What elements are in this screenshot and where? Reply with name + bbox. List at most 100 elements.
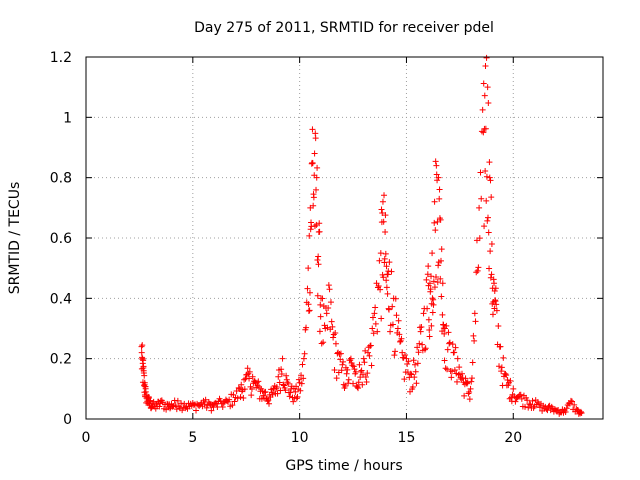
data-point: [269, 391, 276, 398]
data-point: [424, 305, 431, 312]
data-point: [563, 405, 570, 412]
data-point: [398, 335, 405, 342]
data-point: [439, 280, 446, 287]
data-point: [382, 228, 389, 235]
data-point: [337, 350, 344, 357]
data-point: [375, 283, 382, 290]
data-point: [292, 388, 299, 395]
data-point: [488, 194, 495, 201]
data-point: [434, 177, 441, 184]
data-point: [201, 401, 208, 408]
data-point: [424, 271, 431, 278]
data-point: [333, 375, 340, 382]
data-point: [487, 248, 494, 255]
data-point: [446, 339, 453, 346]
data-point: [234, 395, 241, 402]
data-point: [463, 380, 470, 387]
data-point: [454, 378, 461, 385]
data-point: [417, 328, 424, 335]
data-point: [386, 259, 393, 266]
data-point: [562, 409, 569, 416]
data-point: [372, 304, 379, 311]
data-point: [383, 284, 390, 291]
data-point: [311, 150, 318, 157]
y-tick-label: 0.4: [50, 291, 72, 307]
data-point: [293, 395, 300, 402]
data-point: [425, 263, 432, 270]
data-point: [414, 360, 421, 367]
data-point: [335, 349, 342, 356]
data-point: [172, 402, 179, 409]
data-point: [433, 171, 440, 178]
data-point: [275, 373, 282, 380]
data-point: [405, 358, 412, 365]
data-point: [231, 398, 238, 405]
data-point: [569, 398, 576, 405]
data-point: [430, 301, 437, 308]
data-point: [310, 194, 317, 201]
data-point: [470, 332, 477, 339]
data-point: [441, 357, 448, 364]
x-axis-label: GPS time / hours: [285, 458, 402, 474]
data-points: [138, 54, 585, 417]
data-point: [468, 378, 475, 385]
data-point: [465, 390, 472, 397]
data-point: [429, 295, 436, 302]
data-point: [495, 323, 502, 330]
data-point: [481, 92, 488, 99]
data-point: [380, 218, 387, 225]
data-point: [476, 235, 483, 242]
data-point: [482, 168, 489, 175]
data-point: [578, 409, 585, 416]
data-point: [327, 299, 334, 306]
data-point: [326, 286, 333, 293]
data-point: [402, 352, 409, 359]
data-point: [435, 262, 442, 269]
data-point: [498, 364, 505, 371]
data-point: [438, 293, 445, 300]
data-point: [253, 379, 260, 386]
data-point: [409, 384, 416, 391]
data-point: [315, 261, 322, 268]
data-point: [237, 394, 244, 401]
data-point: [285, 380, 292, 387]
data-point: [479, 106, 486, 113]
data-point: [141, 382, 148, 389]
data-point: [482, 125, 489, 132]
data-point: [315, 253, 322, 260]
data-point: [226, 396, 233, 403]
data-point: [347, 355, 354, 362]
data-point: [382, 250, 389, 257]
data-point: [502, 370, 509, 377]
data-point: [411, 374, 418, 381]
data-point: [381, 255, 388, 262]
data-point: [319, 295, 326, 302]
data-point: [407, 370, 414, 377]
data-point: [193, 407, 200, 414]
data-point: [433, 162, 440, 169]
data-point: [316, 328, 323, 335]
data-point: [426, 333, 433, 340]
data-point: [477, 169, 484, 176]
data-point: [410, 357, 417, 364]
data-point: [283, 372, 290, 379]
data-point: [493, 307, 500, 314]
data-point: [486, 174, 493, 181]
data-point: [229, 402, 236, 409]
data-point: [383, 263, 390, 270]
data-point: [489, 311, 496, 318]
data-point: [526, 400, 533, 407]
data-point: [157, 400, 164, 407]
data-point: [484, 214, 491, 221]
data-point: [452, 344, 459, 351]
data-point: [332, 330, 339, 337]
data-point: [431, 284, 438, 291]
data-point: [203, 404, 210, 411]
data-point: [388, 268, 395, 275]
data-point: [474, 267, 481, 274]
data-point: [430, 296, 437, 303]
data-point: [350, 380, 357, 387]
data-point: [436, 195, 443, 202]
data-point: [266, 400, 273, 407]
data-point: [325, 305, 332, 312]
